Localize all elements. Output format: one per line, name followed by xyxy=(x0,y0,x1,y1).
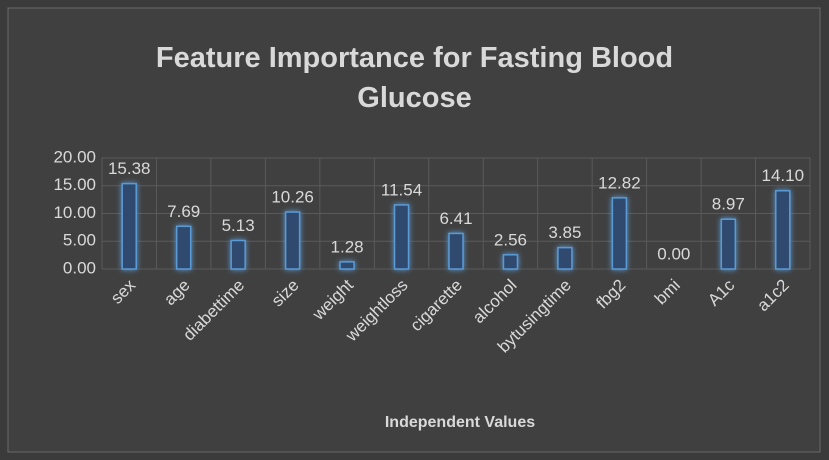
y-tick-label: 20.00 xyxy=(53,147,96,166)
data-label: 5.13 xyxy=(222,216,255,235)
data-label: 10.26 xyxy=(271,188,314,207)
y-tick-label: 10.00 xyxy=(53,203,96,222)
bar xyxy=(557,246,573,270)
data-label: 0.00 xyxy=(657,244,690,263)
data-label: 2.56 xyxy=(494,230,527,249)
data-label: 6.41 xyxy=(439,209,472,228)
chart-title: Feature Importance for Fasting Blood Glu… xyxy=(155,42,674,114)
data-label: 14.10 xyxy=(761,166,804,185)
bar xyxy=(448,232,464,270)
data-label: 7.69 xyxy=(167,202,200,221)
x-axis-title: Independent Values xyxy=(385,414,535,431)
bar xyxy=(611,197,628,270)
data-label: 8.97 xyxy=(712,195,745,214)
bar xyxy=(720,218,737,270)
chart-area xyxy=(7,7,821,453)
y-tick-label: 5.00 xyxy=(63,231,96,250)
bar xyxy=(121,182,137,270)
data-label: 11.54 xyxy=(381,180,422,199)
bar xyxy=(230,239,246,270)
bar xyxy=(502,254,519,270)
bar xyxy=(775,189,791,270)
data-label: 12.82 xyxy=(598,173,641,192)
bar xyxy=(339,261,355,270)
data-label: 15.38 xyxy=(108,159,151,178)
bar xyxy=(284,211,301,270)
bar xyxy=(393,204,410,270)
y-tick-label: 0.00 xyxy=(63,258,96,277)
data-label: 3.85 xyxy=(548,223,581,242)
y-tick-label: 15.00 xyxy=(53,175,96,194)
data-label: 1.28 xyxy=(331,237,364,256)
bar xyxy=(175,225,192,270)
